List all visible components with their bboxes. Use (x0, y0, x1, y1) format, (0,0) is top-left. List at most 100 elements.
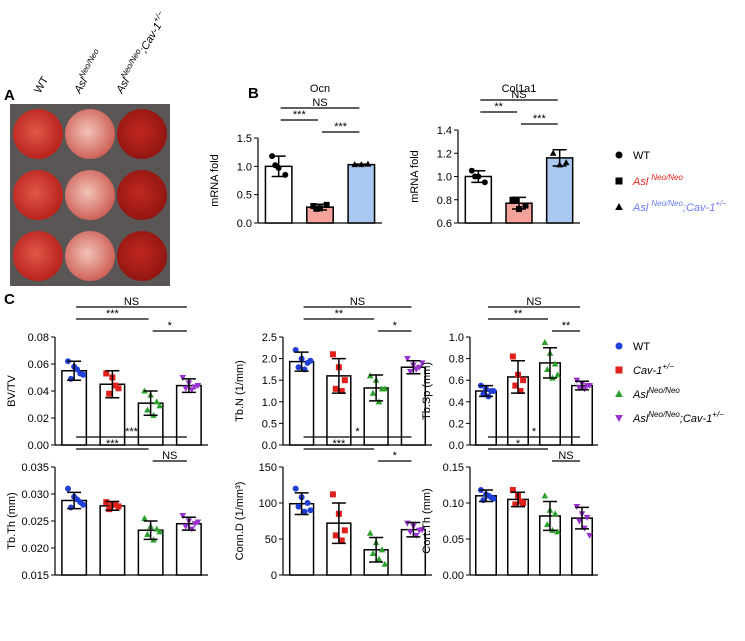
error-bar (479, 489, 493, 503)
data-point (381, 385, 389, 392)
significance-label: ** (514, 308, 523, 320)
data-point (509, 196, 516, 203)
data-point (182, 385, 189, 392)
bar (347, 163, 376, 224)
y-tick-label: 0.015 (21, 570, 49, 582)
data-point (115, 385, 122, 392)
y-tick-label: 1.0 (262, 397, 277, 409)
significance-label: *** (106, 308, 120, 320)
y-tick-label: 0.025 (21, 516, 49, 528)
error-bar (105, 500, 120, 511)
label-part: Asl (632, 413, 649, 425)
data-point (182, 523, 189, 530)
label-part: Cav-1 (633, 365, 662, 377)
label-part: Neo/Neo (119, 47, 143, 79)
error-bar (105, 370, 120, 399)
y-tick-label: 50 (265, 534, 277, 546)
data-point (404, 520, 411, 527)
data-point (576, 385, 583, 392)
y-tick-label: 1.2 (437, 148, 452, 160)
y-tick-label: 0.02 (28, 413, 49, 425)
data-point (586, 532, 593, 539)
label-part: WT (32, 74, 51, 95)
error-bar (511, 491, 525, 508)
label-part: Neo/Neo (651, 199, 683, 208)
label-part: Asl (632, 202, 651, 214)
data-point (541, 338, 549, 345)
well (65, 231, 115, 281)
data-point (272, 162, 279, 169)
data-point (295, 503, 302, 510)
error-bar (181, 378, 196, 394)
error-bar (354, 163, 369, 166)
y-tick-label: 0.6 (437, 218, 452, 230)
error-bar (67, 491, 82, 510)
error-bar (181, 516, 196, 531)
error-bar (406, 521, 421, 538)
data-point (304, 500, 311, 506)
panel-label: B (248, 85, 259, 102)
y-tick-label: 1.5 (237, 133, 252, 145)
error-bar (143, 520, 158, 541)
y-tick-label: 0.035 (21, 462, 49, 474)
legend-marker (615, 151, 623, 159)
significance-label: * (393, 450, 398, 462)
data-point (369, 549, 377, 556)
data-point (544, 365, 551, 372)
data-point (65, 485, 72, 492)
error-bar (575, 380, 589, 391)
y-tick-label: 0.6 (449, 375, 464, 387)
y-tick-label: 0.0 (262, 440, 277, 452)
label-part: Asl (632, 389, 649, 401)
data-point (194, 383, 202, 390)
data-point (404, 356, 411, 363)
y-tick-label: 1.0 (449, 332, 464, 344)
legend-label: AslNeo/Neo;Cav-1+/− (632, 410, 724, 425)
data-point (576, 518, 583, 525)
data-point (490, 495, 497, 502)
data-point (551, 360, 559, 367)
y-axis-label: Tb.Sp (mm) (421, 362, 433, 420)
label-part: Neo/Neo (648, 386, 680, 395)
label-part: ;Cav-1 (680, 413, 712, 425)
column-label: WT (32, 74, 51, 95)
error-bar (369, 536, 384, 563)
label-part: WT (633, 150, 650, 162)
column-label: AslNeo/Neo (69, 47, 106, 96)
error-bar (479, 384, 493, 398)
data-point (512, 501, 519, 508)
data-point (520, 377, 527, 384)
y-tick-label: 1.0 (437, 172, 452, 184)
data-point (369, 389, 377, 396)
data-point (551, 510, 559, 517)
legend-label: Asl Neo/Neo (632, 173, 683, 188)
error-bar (543, 500, 557, 532)
bar (175, 522, 202, 576)
data-point (512, 196, 519, 203)
column-label: AslNeo/Neo;Cav-1+/− (111, 9, 170, 96)
well (13, 109, 63, 159)
data-point (156, 528, 163, 535)
data-point (485, 492, 492, 499)
y-tick-label: 0.2 (449, 418, 464, 430)
data-point (141, 514, 148, 521)
legend-label: Asl Neo/Neo;Cav-1+/− (632, 199, 727, 214)
y-tick-label: 0.08 (28, 332, 49, 344)
y-tick-label: 0.5 (262, 418, 277, 430)
data-point (381, 560, 389, 567)
y-tick-label: 0.020 (21, 543, 49, 555)
y-tick-label: 0.15 (443, 462, 464, 474)
data-point (188, 387, 196, 394)
legend-marker (615, 415, 623, 423)
bar (507, 498, 529, 576)
data-point (509, 353, 516, 360)
label-part: Asl (72, 76, 91, 97)
data-point (74, 496, 81, 503)
data-point (471, 173, 478, 180)
data-point (295, 364, 302, 371)
data-point (509, 487, 516, 494)
data-point (112, 500, 119, 507)
error-bar (552, 149, 567, 167)
